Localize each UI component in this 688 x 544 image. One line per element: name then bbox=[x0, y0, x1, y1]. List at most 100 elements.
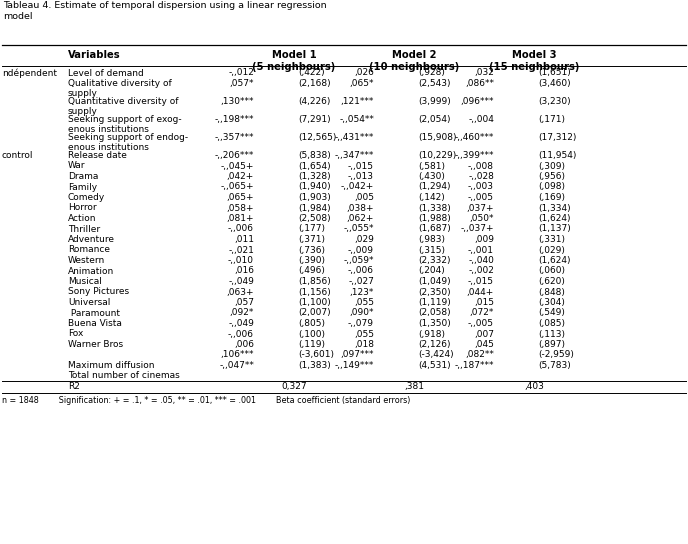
Text: ,092*: ,092* bbox=[230, 308, 254, 318]
Text: ,055: ,055 bbox=[354, 330, 374, 338]
Text: -,,347***: -,,347*** bbox=[334, 151, 374, 160]
Text: (1,624): (1,624) bbox=[538, 256, 570, 265]
Text: Model 2
(10 neighbours): Model 2 (10 neighbours) bbox=[369, 50, 459, 72]
Text: -,,079: -,,079 bbox=[348, 319, 374, 328]
Text: (2,126): (2,126) bbox=[418, 340, 451, 349]
Text: ,016: ,016 bbox=[234, 267, 254, 275]
Text: (,315): (,315) bbox=[418, 245, 445, 255]
Text: (,113): (,113) bbox=[538, 330, 565, 338]
Text: Animation: Animation bbox=[68, 267, 114, 275]
Text: Quantitative diversity of
supply: Quantitative diversity of supply bbox=[68, 97, 178, 116]
Text: (2,058): (2,058) bbox=[418, 308, 451, 318]
Text: (,581): (,581) bbox=[418, 162, 445, 170]
Text: (,928): (,928) bbox=[418, 69, 445, 77]
Text: R2: R2 bbox=[68, 382, 80, 391]
Text: Adventure: Adventure bbox=[68, 235, 115, 244]
Text: (1,156): (1,156) bbox=[298, 287, 331, 296]
Text: -,,015: -,,015 bbox=[348, 162, 374, 170]
Text: Level of demand: Level of demand bbox=[68, 69, 144, 77]
Text: -,,054**: -,,054** bbox=[339, 115, 374, 124]
Text: ,106***: ,106*** bbox=[220, 350, 254, 360]
Text: (4,226): (4,226) bbox=[298, 97, 330, 106]
Text: -,,042+: -,,042+ bbox=[341, 182, 374, 191]
Text: Western: Western bbox=[68, 256, 105, 265]
Text: ,062+: ,062+ bbox=[347, 214, 374, 223]
Text: (2,350): (2,350) bbox=[418, 287, 451, 296]
Text: ,121***: ,121*** bbox=[341, 97, 374, 106]
Text: (1,334): (1,334) bbox=[538, 203, 570, 213]
Text: ,090*: ,090* bbox=[350, 308, 374, 318]
Text: ,026: ,026 bbox=[354, 69, 374, 77]
Text: ,097***: ,097*** bbox=[341, 350, 374, 360]
Text: (1,651): (1,651) bbox=[538, 69, 571, 77]
Text: (12,565): (12,565) bbox=[298, 133, 336, 142]
Text: (,422): (,422) bbox=[298, 69, 325, 77]
Text: (2,332): (2,332) bbox=[418, 256, 451, 265]
Text: ,006: ,006 bbox=[234, 340, 254, 349]
Text: (,177): (,177) bbox=[298, 225, 325, 233]
Text: Family: Family bbox=[68, 182, 97, 191]
Text: (1,328): (1,328) bbox=[298, 172, 331, 181]
Text: ,055: ,055 bbox=[354, 298, 374, 307]
Text: (,142): (,142) bbox=[418, 193, 444, 202]
Text: ,032: ,032 bbox=[474, 69, 494, 77]
Text: Horror: Horror bbox=[68, 203, 96, 213]
Text: -,,040: -,,040 bbox=[468, 256, 494, 265]
Text: (3,999): (3,999) bbox=[418, 97, 451, 106]
Text: (1,350): (1,350) bbox=[418, 319, 451, 328]
Text: -,,006: -,,006 bbox=[348, 267, 374, 275]
Text: ,005: ,005 bbox=[354, 193, 374, 202]
Text: (,119): (,119) bbox=[298, 340, 325, 349]
Text: Fox: Fox bbox=[68, 330, 83, 338]
Text: -,,065+: -,,065+ bbox=[220, 182, 254, 191]
Text: -,,206***: -,,206*** bbox=[215, 151, 254, 160]
Text: (,371): (,371) bbox=[298, 235, 325, 244]
Text: -,,009: -,,009 bbox=[348, 245, 374, 255]
Text: -,,055*: -,,055* bbox=[343, 225, 374, 233]
Text: (,848): (,848) bbox=[538, 287, 565, 296]
Text: War: War bbox=[68, 162, 85, 170]
Text: (1,100): (1,100) bbox=[298, 298, 331, 307]
Text: (2,543): (2,543) bbox=[418, 79, 451, 88]
Text: -,,059*: -,,059* bbox=[343, 256, 374, 265]
Text: -,,047**: -,,047** bbox=[219, 361, 254, 370]
Text: -,,049: -,,049 bbox=[228, 277, 254, 286]
Text: (,620): (,620) bbox=[538, 277, 565, 286]
Text: -,,005: -,,005 bbox=[468, 193, 494, 202]
Text: (2,508): (2,508) bbox=[298, 214, 331, 223]
Text: -,,015: -,,015 bbox=[468, 277, 494, 286]
Text: -,,008: -,,008 bbox=[468, 162, 494, 170]
Text: ,072*: ,072* bbox=[470, 308, 494, 318]
Text: Drama: Drama bbox=[68, 172, 98, 181]
Text: (2,007): (2,007) bbox=[298, 308, 331, 318]
Text: control: control bbox=[2, 151, 34, 160]
Text: -,,013: -,,013 bbox=[348, 172, 374, 181]
Text: (,309): (,309) bbox=[538, 162, 565, 170]
Text: (,390): (,390) bbox=[298, 256, 325, 265]
Text: (,060): (,060) bbox=[538, 267, 565, 275]
Text: -,,010: -,,010 bbox=[228, 256, 254, 265]
Text: Release date: Release date bbox=[68, 151, 127, 160]
Text: Seeking support of endog-
enous institutions: Seeking support of endog- enous institut… bbox=[68, 133, 188, 152]
Text: Buena Vista: Buena Vista bbox=[68, 319, 122, 328]
Text: ,063+: ,063+ bbox=[226, 287, 254, 296]
Text: -,,357***: -,,357*** bbox=[215, 133, 254, 142]
Text: (5,783): (5,783) bbox=[538, 361, 571, 370]
Text: -,,027: -,,027 bbox=[348, 277, 374, 286]
Text: (1,984): (1,984) bbox=[298, 203, 331, 213]
Text: ,081+: ,081+ bbox=[226, 214, 254, 223]
Text: (2,168): (2,168) bbox=[298, 79, 331, 88]
Text: (10,229): (10,229) bbox=[418, 151, 456, 160]
Text: -,,001: -,,001 bbox=[468, 245, 494, 255]
Text: ,082**: ,082** bbox=[465, 350, 494, 360]
Text: Model 1
(5 neighbours): Model 1 (5 neighbours) bbox=[252, 50, 336, 72]
Text: (,918): (,918) bbox=[418, 330, 445, 338]
Text: ,086**: ,086** bbox=[465, 79, 494, 88]
Text: -,,460***: -,,460*** bbox=[455, 133, 494, 142]
Text: (,956): (,956) bbox=[538, 172, 565, 181]
Text: ,123*: ,123* bbox=[350, 287, 374, 296]
Text: -,,198***: -,,198*** bbox=[215, 115, 254, 124]
Text: (3,230): (3,230) bbox=[538, 97, 570, 106]
Text: (7,291): (7,291) bbox=[298, 115, 331, 124]
Text: -,,005: -,,005 bbox=[468, 319, 494, 328]
